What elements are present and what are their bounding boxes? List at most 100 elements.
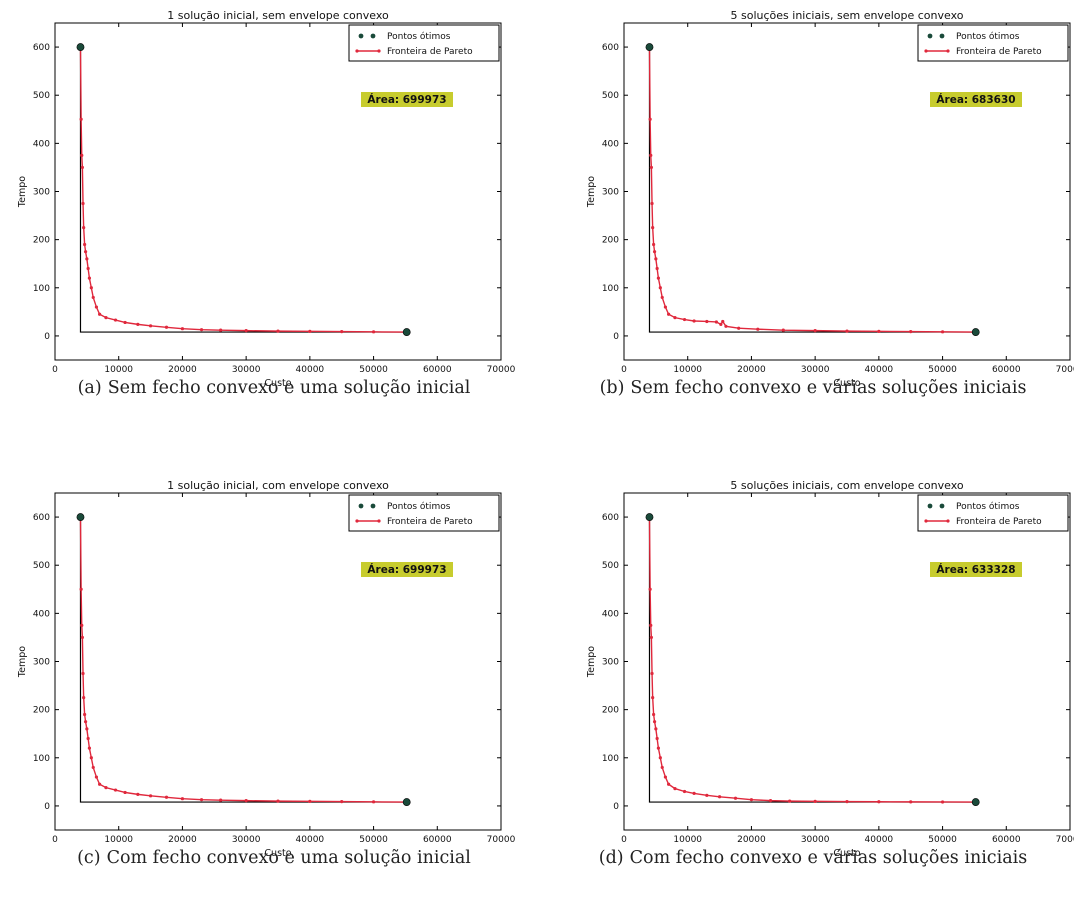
pareto-point bbox=[648, 587, 652, 591]
chart-b: 5 soluções iniciais, sem envelope convex… bbox=[586, 9, 1074, 389]
pareto-point bbox=[909, 800, 913, 804]
pareto-point bbox=[652, 720, 657, 724]
x-tick-label: 70000 bbox=[487, 835, 516, 845]
y-axis-label: Tempo bbox=[586, 176, 597, 208]
x-tick-label: 30000 bbox=[232, 835, 261, 845]
y-tick-label: 100 bbox=[33, 284, 50, 294]
area-badge bbox=[930, 92, 1022, 107]
pareto-point bbox=[724, 324, 728, 328]
figure-panel-d: 5 soluções iniciais, com envelope convex… bbox=[583, 478, 1074, 873]
x-tick-label: 60000 bbox=[423, 835, 452, 845]
legend-marker-optimal bbox=[927, 503, 933, 509]
legend-label-optimal: Pontos ótimos bbox=[387, 501, 451, 512]
x-tick-label: 20000 bbox=[737, 835, 766, 845]
caption-label: (a) bbox=[77, 378, 102, 398]
pareto-point bbox=[656, 746, 661, 750]
y-tick-label: 600 bbox=[33, 513, 50, 523]
reference-lines bbox=[79, 517, 407, 803]
legend-label-pareto: Fronteira de Pareto bbox=[387, 517, 473, 527]
x-tick-label: 0 bbox=[52, 365, 58, 375]
y-tick-label: 600 bbox=[33, 43, 50, 53]
pareto-point bbox=[650, 201, 654, 206]
x-tick-label: 40000 bbox=[296, 365, 325, 375]
x-tick-label: 50000 bbox=[359, 835, 388, 845]
pareto-point bbox=[276, 799, 280, 803]
pareto-point bbox=[682, 317, 687, 322]
pareto-point bbox=[652, 242, 656, 247]
legend-label-pareto: Fronteira de Pareto bbox=[956, 47, 1042, 57]
y-tick-label: 300 bbox=[33, 658, 50, 668]
pareto-point bbox=[877, 800, 881, 804]
pareto-point bbox=[714, 320, 718, 324]
chart-title: 5 soluções iniciais, sem envelope convex… bbox=[731, 9, 964, 22]
caption-label: (d) bbox=[598, 848, 624, 868]
pareto-point bbox=[80, 165, 84, 170]
optimal-point bbox=[402, 328, 411, 336]
caption-text: Sem fecho convexo e várias soluções inic… bbox=[630, 378, 1027, 398]
area-badge bbox=[361, 92, 453, 107]
pareto-point bbox=[113, 318, 118, 322]
x-tick-label: 10000 bbox=[104, 365, 133, 375]
legend-marker-pareto bbox=[377, 49, 381, 53]
figure-panel-a: 1 solução inicial, sem envelope convexo 0… bbox=[14, 8, 516, 403]
caption-d: (d) Com fecho convexo e várias soluções i… bbox=[553, 848, 1073, 868]
pareto-point bbox=[719, 322, 723, 326]
x-tick-label: 20000 bbox=[168, 365, 197, 375]
chart-title: 1 solução inicial, com envelope convexo bbox=[167, 479, 389, 492]
pareto-point bbox=[113, 788, 118, 792]
pareto-point bbox=[136, 792, 140, 796]
pareto-point bbox=[148, 794, 153, 798]
y-tick-label: 400 bbox=[602, 139, 619, 149]
pareto-point bbox=[717, 795, 722, 799]
x-tick-label: 0 bbox=[621, 365, 627, 375]
pareto-point bbox=[756, 327, 760, 331]
y-tick-label: 100 bbox=[602, 284, 619, 294]
x-axis-label: Custo bbox=[264, 378, 291, 389]
x-axis-label: Custo bbox=[833, 378, 860, 389]
chart-a: 1 solução inicial, sem envelope convexo 0… bbox=[17, 9, 516, 389]
y-tick-label: 300 bbox=[33, 188, 50, 198]
pareto-point bbox=[649, 623, 653, 627]
x-tick-label: 60000 bbox=[423, 365, 452, 375]
pareto-point bbox=[340, 329, 344, 334]
pareto-point bbox=[308, 329, 312, 333]
pareto-point bbox=[909, 329, 913, 334]
pareto-point bbox=[199, 328, 204, 332]
pareto-point bbox=[655, 266, 659, 271]
optimal-point bbox=[402, 798, 411, 806]
legend-marker-pareto bbox=[946, 49, 950, 53]
pareto-point bbox=[86, 736, 90, 741]
pareto-point bbox=[89, 756, 93, 760]
pareto-point bbox=[648, 117, 652, 121]
pareto-point bbox=[660, 765, 664, 770]
legend-label-pareto: Fronteira de Pareto bbox=[956, 517, 1042, 527]
y-tick-label: 600 bbox=[602, 513, 619, 523]
legend-marker-optimal bbox=[358, 33, 364, 39]
x-tick-label: 10000 bbox=[673, 365, 702, 375]
pareto-point bbox=[85, 257, 89, 261]
pareto-point bbox=[651, 226, 655, 230]
pareto-point bbox=[83, 720, 88, 724]
caption-b: (b) Sem fecho convexo e várias soluções i… bbox=[553, 378, 1073, 398]
legend-marker-optimal bbox=[370, 33, 376, 39]
pareto-point bbox=[845, 799, 849, 804]
plot-area bbox=[54, 22, 502, 361]
y-tick-label: 300 bbox=[602, 658, 619, 668]
pareto-point bbox=[94, 305, 99, 309]
pareto-point bbox=[87, 276, 92, 280]
pareto-point bbox=[340, 799, 344, 804]
pareto-point bbox=[654, 257, 658, 261]
y-tick-label: 400 bbox=[602, 609, 619, 619]
pareto-point bbox=[813, 799, 817, 803]
pareto-point bbox=[80, 635, 84, 640]
y-tick-label: 100 bbox=[602, 754, 619, 764]
y-axis-label: Tempo bbox=[17, 176, 28, 208]
pareto-point bbox=[663, 775, 668, 779]
chart-d: 5 soluções iniciais, com envelope convex… bbox=[586, 479, 1074, 859]
area-label: Área: 699973 bbox=[367, 563, 446, 576]
pareto-point bbox=[749, 798, 754, 802]
pareto-point bbox=[91, 295, 95, 300]
x-axis-label: Custo bbox=[833, 848, 860, 859]
legend bbox=[348, 494, 500, 532]
y-tick-label: 400 bbox=[33, 139, 50, 149]
